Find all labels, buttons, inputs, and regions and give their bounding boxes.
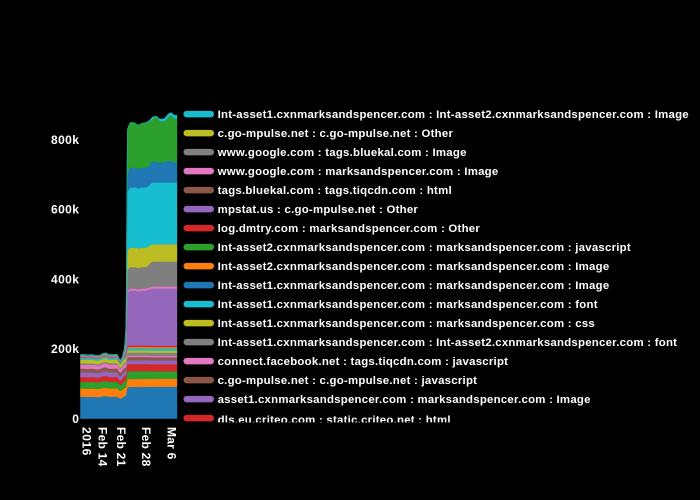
svg-text:c.go-mpulse.net : c.go-mpulse.: c.go-mpulse.net : c.go-mpulse.net : Othe…	[218, 128, 454, 140]
svg-text:c.go-mpulse.net : c.go-mpulse.: c.go-mpulse.net : c.go-mpulse.net : java…	[218, 375, 478, 387]
svg-text:Int-asset2.cxnmarksandspencer.: Int-asset2.cxnmarksandspencer.com : mark…	[218, 242, 631, 254]
svg-text:dls.eu.criteo.com : static.cri: dls.eu.criteo.com : static.criteo.net : …	[218, 414, 451, 426]
svg-text:Feb 14: Feb 14	[95, 427, 109, 467]
svg-text:Mar 6: Mar 6	[165, 427, 179, 460]
svg-text:800k: 800k	[51, 133, 79, 147]
svg-text:www.google.com : marksandspenc: www.google.com : marksandspencer.com : I…	[217, 166, 499, 178]
svg-text:asset1.cxnmarksandspencer.com: asset1.cxnmarksandspencer.com : marksand…	[218, 394, 591, 406]
svg-text:400k: 400k	[51, 272, 79, 286]
svg-text:2016: 2016	[79, 427, 93, 456]
svg-text:0: 0	[72, 412, 79, 426]
svg-text:200k: 200k	[51, 342, 79, 356]
svg-text:Int-asset2.cxnmarksandspencer.: Int-asset2.cxnmarksandspencer.com : mark…	[218, 261, 610, 273]
svg-text:tags.bluekal.com : tags.tiqcdn: tags.bluekal.com : tags.tiqcdn.com : htm…	[218, 185, 452, 197]
svg-text:mpstat.us : c.go-mpulse.net :: mpstat.us : c.go-mpulse.net : Other	[218, 204, 419, 216]
svg-text:www.google.com : tags.bluekal.: www.google.com : tags.bluekal.com : Imag…	[217, 147, 467, 159]
svg-text:Int-asset1.cxnmarksandspencer.: Int-asset1.cxnmarksandspencer.com : mark…	[218, 299, 598, 311]
svg-text:Int-asset1.cxnmarksandspencer.: Int-asset1.cxnmarksandspencer.com : mark…	[218, 318, 595, 330]
svg-text:Feb 28: Feb 28	[139, 427, 153, 467]
svg-text:600k: 600k	[51, 203, 79, 217]
svg-text:Feb 21: Feb 21	[114, 427, 128, 467]
svg-text:Int-asset1.cxnmarksandspencer.: Int-asset1.cxnmarksandspencer.com : Int-…	[218, 337, 678, 349]
svg-text:Int-asset1.cxnmarksandspencer.: Int-asset1.cxnmarksandspencer.com : mark…	[218, 280, 610, 292]
svg-text:Int-asset1.cxnmarksandspencer.: Int-asset1.cxnmarksandspencer.com : Int-…	[218, 109, 689, 121]
svg-text:log.dmtry.com : marksandspence: log.dmtry.com : marksandspencer.com : Ot…	[218, 223, 481, 235]
svg-text:connect.facebook.net : tags.ti: connect.facebook.net : tags.tiqcdn.com :…	[218, 356, 509, 368]
